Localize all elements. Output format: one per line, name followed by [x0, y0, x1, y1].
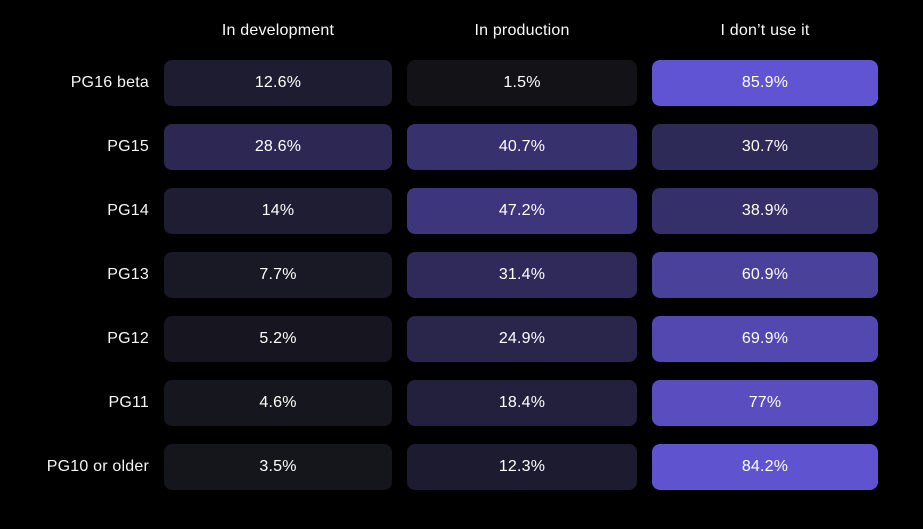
column-header-in-production: In production — [474, 22, 570, 39]
heatmap-cell: 38.9% — [652, 188, 878, 234]
heatmap-cell: 85.9% — [652, 60, 878, 106]
heatmap-cell: 18.4% — [407, 380, 637, 426]
table-row: PG12 5.2% 24.9% 69.9% — [0, 316, 923, 362]
heatmap-cell: 24.9% — [407, 316, 637, 362]
row-label: PG16 beta — [70, 74, 149, 91]
table-row: PG16 beta 12.6% 1.5% 85.9% — [0, 60, 923, 106]
row-label: PG14 — [107, 202, 149, 219]
row-label: PG15 — [107, 138, 149, 155]
table-row: PG14 14% 47.2% 38.9% — [0, 188, 923, 234]
heatmap-rows: PG16 beta 12.6% 1.5% 85.9% PG15 28.6% 40.7% 30.… — [0, 60, 923, 490]
heatmap-cell: 40.7% — [407, 124, 637, 170]
table-row: PG10 or older 3.5% 12.3% 84.2% — [0, 444, 923, 490]
column-headers: In development In production I don’t use… — [0, 20, 923, 42]
heatmap-cell: 30.7% — [652, 124, 878, 170]
heatmap-cell: 4.6% — [164, 380, 392, 426]
heatmap-cell: 69.9% — [652, 316, 878, 362]
row-label: PG10 or older — [46, 458, 149, 475]
heatmap-cell: 3.5% — [164, 444, 392, 490]
heatmap-cell: 12.3% — [407, 444, 637, 490]
heatmap-cell: 12.6% — [164, 60, 392, 106]
row-label: PG11 — [108, 394, 149, 411]
table-row: PG11 4.6% 18.4% 77% — [0, 380, 923, 426]
heatmap-chart: In development In production I don’t use… — [0, 20, 923, 490]
heatmap-cell: 47.2% — [407, 188, 637, 234]
column-header-i-dont-use-it: I don’t use it — [720, 22, 810, 39]
heatmap-cell: 1.5% — [407, 60, 637, 106]
heatmap-cell: 31.4% — [407, 252, 637, 298]
column-header-in-development: In development — [221, 22, 335, 39]
heatmap-cell: 84.2% — [652, 444, 878, 490]
row-label: PG13 — [107, 266, 149, 283]
heatmap-cell: 5.2% — [164, 316, 392, 362]
table-row: PG15 28.6% 40.7% 30.7% — [0, 124, 923, 170]
heatmap-cell: 28.6% — [164, 124, 392, 170]
heatmap-cell: 7.7% — [164, 252, 392, 298]
heatmap-cell: 14% — [164, 188, 392, 234]
table-row: PG13 7.7% 31.4% 60.9% — [0, 252, 923, 298]
row-label: PG12 — [107, 330, 149, 347]
heatmap-cell: 60.9% — [652, 252, 878, 298]
heatmap-cell: 77% — [652, 380, 878, 426]
